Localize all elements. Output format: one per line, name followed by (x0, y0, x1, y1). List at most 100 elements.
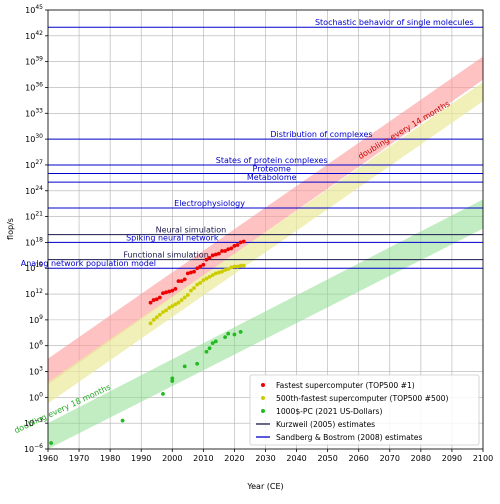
x-tick-label: 2090 (442, 454, 462, 463)
y-tick-label: 109 (29, 314, 43, 325)
legend-label: 500th-fastest supercomputer (TOP500 #500… (276, 394, 448, 403)
estimate-label: Neural simulation (156, 226, 227, 235)
data-point (210, 341, 215, 346)
data-point (167, 305, 172, 310)
data-point (226, 267, 231, 271)
y-tick-label: 100 (29, 391, 43, 402)
estimate-lines (48, 26, 483, 269)
y-tick-label: 1024 (25, 185, 43, 196)
data-point (198, 280, 203, 285)
data-point (154, 315, 159, 320)
data-point (220, 249, 224, 253)
legend-label: 1000$-PC (2021 US-Dollars) (276, 407, 382, 416)
x-tick-label: 2000 (162, 454, 182, 463)
data-point (210, 253, 215, 258)
data-point (189, 270, 193, 275)
data-point (226, 331, 231, 336)
legend-label: Sandberg & Bostrom (2008) estimates (276, 433, 422, 442)
data-point (195, 361, 200, 366)
data-point (232, 264, 237, 269)
x-tick-label: 2010 (193, 454, 213, 463)
x-tick-label: 2070 (380, 454, 400, 463)
data-point (195, 266, 200, 271)
data-point (182, 277, 187, 282)
data-point (161, 291, 165, 296)
data-point (207, 256, 212, 260)
data-points (49, 239, 246, 445)
y-tick-label: 106 (29, 340, 43, 351)
data-point (235, 243, 240, 247)
data-point (179, 279, 184, 284)
x-tick-label: 2080 (411, 454, 431, 463)
data-point (204, 257, 209, 262)
data-point (223, 268, 228, 272)
trend-band (48, 199, 483, 449)
data-point (164, 308, 168, 313)
y-axis-ticks: 10−6 10−3 100 103 106 109 1012 1015 1018 1021 1024… (24, 4, 48, 454)
data-point (179, 298, 184, 302)
data-point (235, 264, 240, 269)
data-point (216, 270, 221, 275)
data-point (148, 300, 153, 305)
estimate-label: Stochastic behavior of single molecules (315, 18, 474, 27)
data-point (241, 263, 246, 268)
trend-band (48, 56, 483, 385)
data-point (173, 302, 178, 307)
data-point (185, 271, 190, 276)
y-tick-label: 1030 (25, 133, 43, 144)
data-point (161, 392, 165, 396)
data-point (213, 252, 218, 257)
y-tick-label: 10−6 (24, 443, 43, 454)
legend-label: Kurzweil (2005) estimates (276, 420, 375, 429)
legend-label: Fastest supercomputer (TOP500 #1) (276, 381, 415, 390)
x-tick-label: 2050 (317, 454, 337, 463)
y-tick-label: 1045 (25, 4, 43, 15)
data-point (213, 339, 218, 344)
data-point (189, 288, 193, 293)
data-point (220, 269, 224, 274)
data-point (223, 335, 228, 339)
y-tick-label: 1021 (25, 211, 43, 222)
data-point (182, 295, 187, 300)
x-tick-label: 2030 (255, 454, 275, 463)
y-tick-label: 1036 (25, 81, 43, 92)
x-tick-label: 2100 (473, 454, 493, 463)
legend-swatch (261, 383, 265, 387)
data-point (216, 251, 221, 256)
data-point (185, 293, 190, 297)
data-point (170, 304, 175, 309)
data-point (173, 286, 178, 291)
legend-swatch (261, 396, 265, 400)
x-axis-label: Year (CE) (246, 482, 283, 491)
data-point (229, 246, 234, 251)
y-tick-label: 1033 (25, 107, 43, 118)
y-tick-label: 103 (29, 366, 43, 377)
data-point (207, 274, 212, 279)
data-point (120, 418, 125, 423)
data-point (170, 288, 175, 293)
x-tick-label: 2020 (224, 454, 244, 463)
data-point (232, 243, 237, 248)
data-point (238, 240, 243, 245)
data-point (49, 441, 54, 445)
estimate-label: Electrophysiology (174, 199, 245, 208)
data-point (204, 276, 209, 281)
data-point (198, 264, 203, 269)
data-point (192, 269, 196, 274)
estimate-label: Distribution of complexes (270, 130, 372, 139)
data-point (223, 249, 228, 253)
data-point (164, 290, 168, 295)
data-point (192, 286, 196, 290)
y-tick-label: 1015 (25, 262, 43, 273)
data-point (148, 321, 153, 326)
x-tick-label: 2060 (349, 454, 369, 463)
x-tick-label: 1990 (131, 454, 151, 463)
estimate-label: Spiking neural network (126, 233, 219, 242)
data-point (207, 346, 212, 351)
x-tick-label: 1970 (69, 454, 89, 463)
data-point (170, 376, 175, 381)
data-point (176, 300, 181, 305)
estimate-label: Proteome (253, 165, 291, 174)
legend: Fastest supercomputer (TOP500 #1) 500th-f… (249, 374, 480, 446)
